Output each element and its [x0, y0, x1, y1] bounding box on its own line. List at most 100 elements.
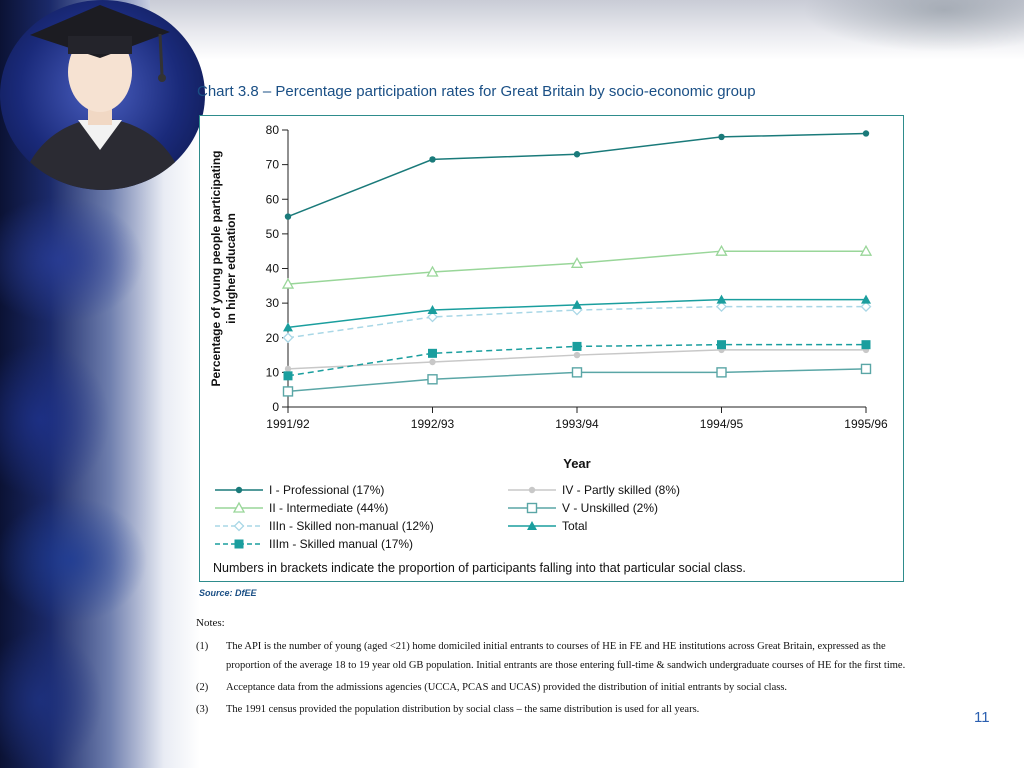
series-v [282, 363, 872, 397]
y-tick-label: 10 [266, 365, 280, 379]
legend-item: IIIm - Skilled manual (17%) [213, 535, 413, 553]
legend-label: IIIm - Skilled manual (17%) [269, 537, 414, 551]
note-text: The 1991 census provided the population … [226, 704, 700, 715]
data-point [284, 365, 292, 373]
note-text: The API is the number of young (aged <21… [226, 641, 906, 671]
data-point [573, 351, 581, 359]
notes-heading: Notes: [196, 617, 225, 629]
legend-label: II - Intermediate (44%) [269, 501, 389, 515]
legend-item: Total [506, 517, 587, 535]
data-point [283, 322, 293, 332]
note-item: (2) Acceptance data from the admissions … [196, 678, 916, 697]
x-tick-label: 1991/92 [266, 417, 310, 431]
data-point [426, 265, 439, 277]
chart-annotation: Numbers in brackets indicate the proport… [213, 561, 746, 575]
data-point [861, 340, 871, 350]
data-point [429, 358, 436, 366]
data-point [427, 305, 438, 315]
y-tick-label: 20 [266, 331, 280, 345]
y-tick-label: 80 [266, 123, 280, 137]
x-tick-label: 1992/93 [411, 417, 455, 431]
data-point [860, 301, 872, 313]
y-axis-title: Percentage of young people participating… [209, 150, 238, 386]
chart-frame: Percentage of young people participating… [199, 115, 904, 582]
legend-label: IIIn - Skilled non-manual (12%) [269, 519, 434, 533]
legend-marker [232, 501, 246, 513]
legend-item: V - Unskilled (2%) [506, 499, 658, 517]
tick-labels: 0 10 20 30 40 50 60 70 80 1991/92 1992/93 1993/94 19… [266, 123, 888, 431]
y-tick-label: 50 [266, 227, 280, 241]
series-total [283, 294, 871, 332]
y-tick-label: 60 [266, 192, 280, 206]
data-point [281, 277, 295, 289]
legend-marker [235, 486, 243, 494]
note-number: (2) [196, 682, 209, 693]
header-gradient [150, 0, 1024, 70]
x-tick-label: 1993/94 [555, 417, 599, 431]
data-point [717, 340, 726, 350]
legend-item: IIIn - Skilled non-manual (12%) [213, 517, 434, 535]
data-point [861, 294, 871, 304]
data-point [572, 299, 582, 309]
legend-swatch [215, 486, 263, 494]
data-point [282, 386, 294, 397]
legend-marker [234, 539, 244, 549]
legend-marker [528, 486, 536, 494]
data-point [427, 311, 438, 323]
data-point [570, 256, 584, 268]
chart-title: Chart 3.8 – Percentage participation rat… [197, 83, 756, 100]
x-tick-label: 1995/96 [844, 417, 888, 431]
y-tick-label: 0 [272, 400, 279, 414]
data-point [283, 371, 293, 381]
legend-swatch [215, 520, 263, 532]
data-point [573, 151, 581, 158]
series-iiim [283, 340, 871, 381]
data-point [716, 294, 727, 304]
note-item: (1) The API is the number of young (aged… [196, 637, 916, 675]
legend-marker [527, 521, 537, 530]
note-item: (3) The 1991 census provided the populat… [196, 700, 916, 719]
source-note: Source: DfEE [199, 588, 257, 598]
series-ii [281, 244, 873, 289]
data-point [427, 374, 438, 385]
legend-item: I - Professional (17%) [213, 481, 384, 499]
page-number: 11 [974, 709, 990, 726]
data-point [716, 367, 727, 378]
data-point [284, 213, 292, 220]
data-point [859, 244, 873, 256]
legend-swatch [508, 521, 556, 530]
legend-label: V - Unskilled (2%) [562, 501, 659, 515]
y-axis-title-line: in higher education [224, 213, 238, 324]
data-point [715, 244, 728, 256]
x-tick-label: 1994/95 [700, 417, 744, 431]
line-chart: Percentage of young people participating… [209, 123, 888, 471]
legend-marker [233, 520, 245, 532]
data-point [718, 133, 725, 141]
chart-legend: I - Professional (17%) II - Intermediate … [213, 481, 773, 553]
data-point [860, 363, 872, 375]
legend-label: I - Professional (17%) [269, 483, 385, 497]
y-tick-label: 30 [266, 296, 280, 310]
legend-marker [526, 502, 538, 514]
note-number: (3) [196, 704, 209, 715]
series-line [287, 132, 867, 218]
x-axis-title: Year [563, 456, 590, 471]
data-point [428, 348, 437, 358]
series-i [284, 130, 870, 220]
legend-swatch [215, 501, 263, 513]
legend-swatch [508, 502, 556, 514]
axes [282, 129, 867, 413]
data-point [862, 130, 870, 137]
y-axis-title-line: Percentage of young people participating [209, 150, 223, 386]
legend-label: Total [562, 519, 588, 533]
y-tick-label: 40 [266, 262, 280, 276]
legend-swatch [215, 539, 263, 549]
y-tick-label: 70 [266, 158, 280, 172]
graduate-logo [0, 0, 205, 190]
data-point [282, 332, 294, 344]
data-point [429, 156, 436, 163]
legend-label: IV - Partly skilled (8%) [562, 483, 681, 497]
data-point [572, 341, 582, 351]
data-point [571, 367, 583, 378]
legend-item: IV - Partly skilled (8%) [506, 481, 680, 499]
